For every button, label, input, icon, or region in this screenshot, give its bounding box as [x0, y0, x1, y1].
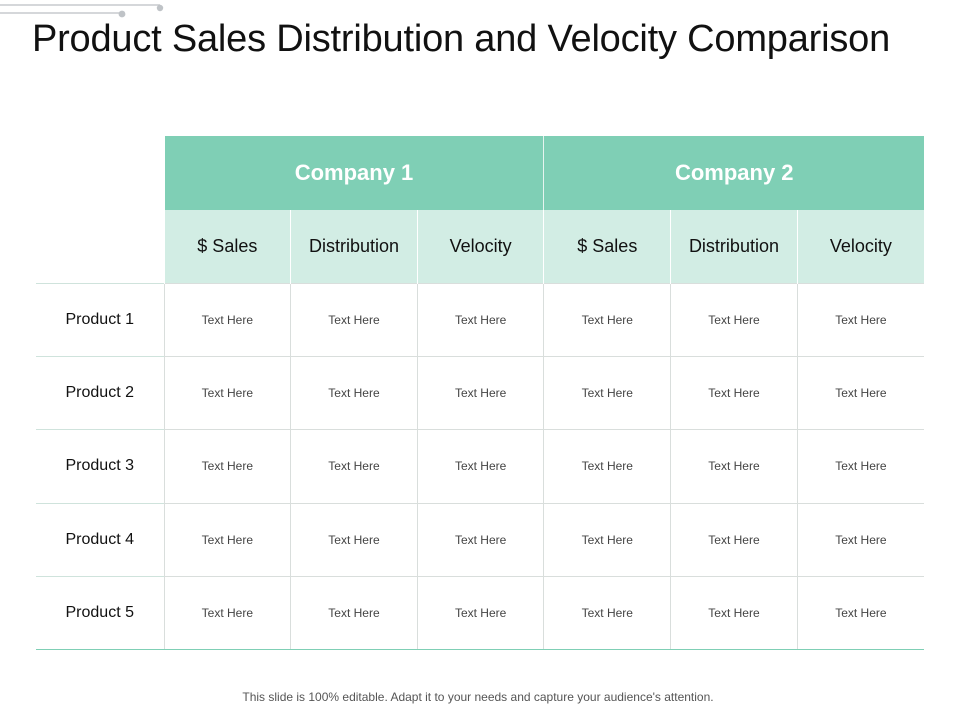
table-cell: Text Here [670, 282, 798, 357]
row-label: Product 3 [36, 429, 164, 504]
table-cell: Text Here [416, 282, 544, 357]
company-2-header: Company 2 [543, 136, 924, 210]
company-1-header: Company 1 [163, 136, 544, 210]
decorative-dot-bottom [118, 10, 126, 18]
table-cell: Text Here [796, 282, 924, 357]
metric-header-velocity-company-2: Velocity [796, 210, 924, 283]
table-corner [36, 136, 164, 210]
metric-header-row: $ Sales Distribution Velocity $ Sales Di… [36, 210, 924, 283]
row-label: Product 4 [36, 502, 164, 577]
table-cell: Text Here [416, 502, 544, 577]
row-label: Product 2 [36, 355, 164, 430]
table-row: Product 1 Text Here Text Here Text Here … [36, 282, 924, 357]
table-cell: Text Here [290, 355, 418, 430]
decorative-lines-graphic [0, 4, 164, 18]
table-cell: Text Here [796, 355, 924, 430]
table-cell: Text Here [670, 576, 798, 651]
table-row: Product 5 Text Here Text Here Text Here … [36, 576, 924, 651]
table-cell: Text Here [543, 502, 671, 577]
table-cell: Text Here [796, 502, 924, 577]
table-cell: Text Here [543, 429, 671, 504]
table-row: Product 3 Text Here Text Here Text Here … [36, 429, 924, 504]
table-cell: Text Here [163, 355, 291, 430]
table-row: Product 4 Text Here Text Here Text Here … [36, 502, 924, 577]
table-cell: Text Here [543, 576, 671, 651]
row-label: Product 1 [36, 282, 164, 357]
table-cell: Text Here [290, 576, 418, 651]
table-cell: Text Here [290, 502, 418, 577]
slide-title: Product Sales Distribution and Velocity … [31, 18, 891, 60]
table-cell: Text Here [290, 282, 418, 357]
table-cell: Text Here [416, 355, 544, 430]
comparison-table: Company 1 Company 2 $ Sales Distribution… [36, 136, 924, 651]
metric-header-sales-company-1: $ Sales [163, 210, 291, 283]
table-cell: Text Here [543, 355, 671, 430]
table-cell: Text Here [416, 429, 544, 504]
table-cell: Text Here [796, 429, 924, 504]
company-header-row: Company 1 Company 2 [36, 136, 924, 210]
row-label: Product 5 [36, 576, 164, 651]
table-cell: Text Here [163, 429, 291, 504]
table-cell: Text Here [796, 576, 924, 651]
metric-header-distribution-company-2: Distribution [670, 210, 798, 283]
footer-note: This slide is 100% editable. Adapt it to… [242, 690, 714, 704]
table-cell: Text Here [163, 576, 291, 651]
metric-header-distribution-company-1: Distribution [290, 210, 418, 283]
table-row: Product 2 Text Here Text Here Text Here … [36, 355, 924, 430]
table-cell: Text Here [670, 355, 798, 430]
metric-header-velocity-company-1: Velocity [416, 210, 544, 283]
table-cell: Text Here [163, 502, 291, 577]
table-corner-metric [36, 210, 164, 283]
table-cell: Text Here [163, 282, 291, 357]
table-cell: Text Here [543, 282, 671, 357]
table-cell: Text Here [670, 502, 798, 577]
table-cell: Text Here [670, 429, 798, 504]
metric-header-sales-company-2: $ Sales [543, 210, 671, 283]
table-cell: Text Here [290, 429, 418, 504]
decorative-dot-top [156, 4, 164, 12]
table-cell: Text Here [416, 576, 544, 651]
